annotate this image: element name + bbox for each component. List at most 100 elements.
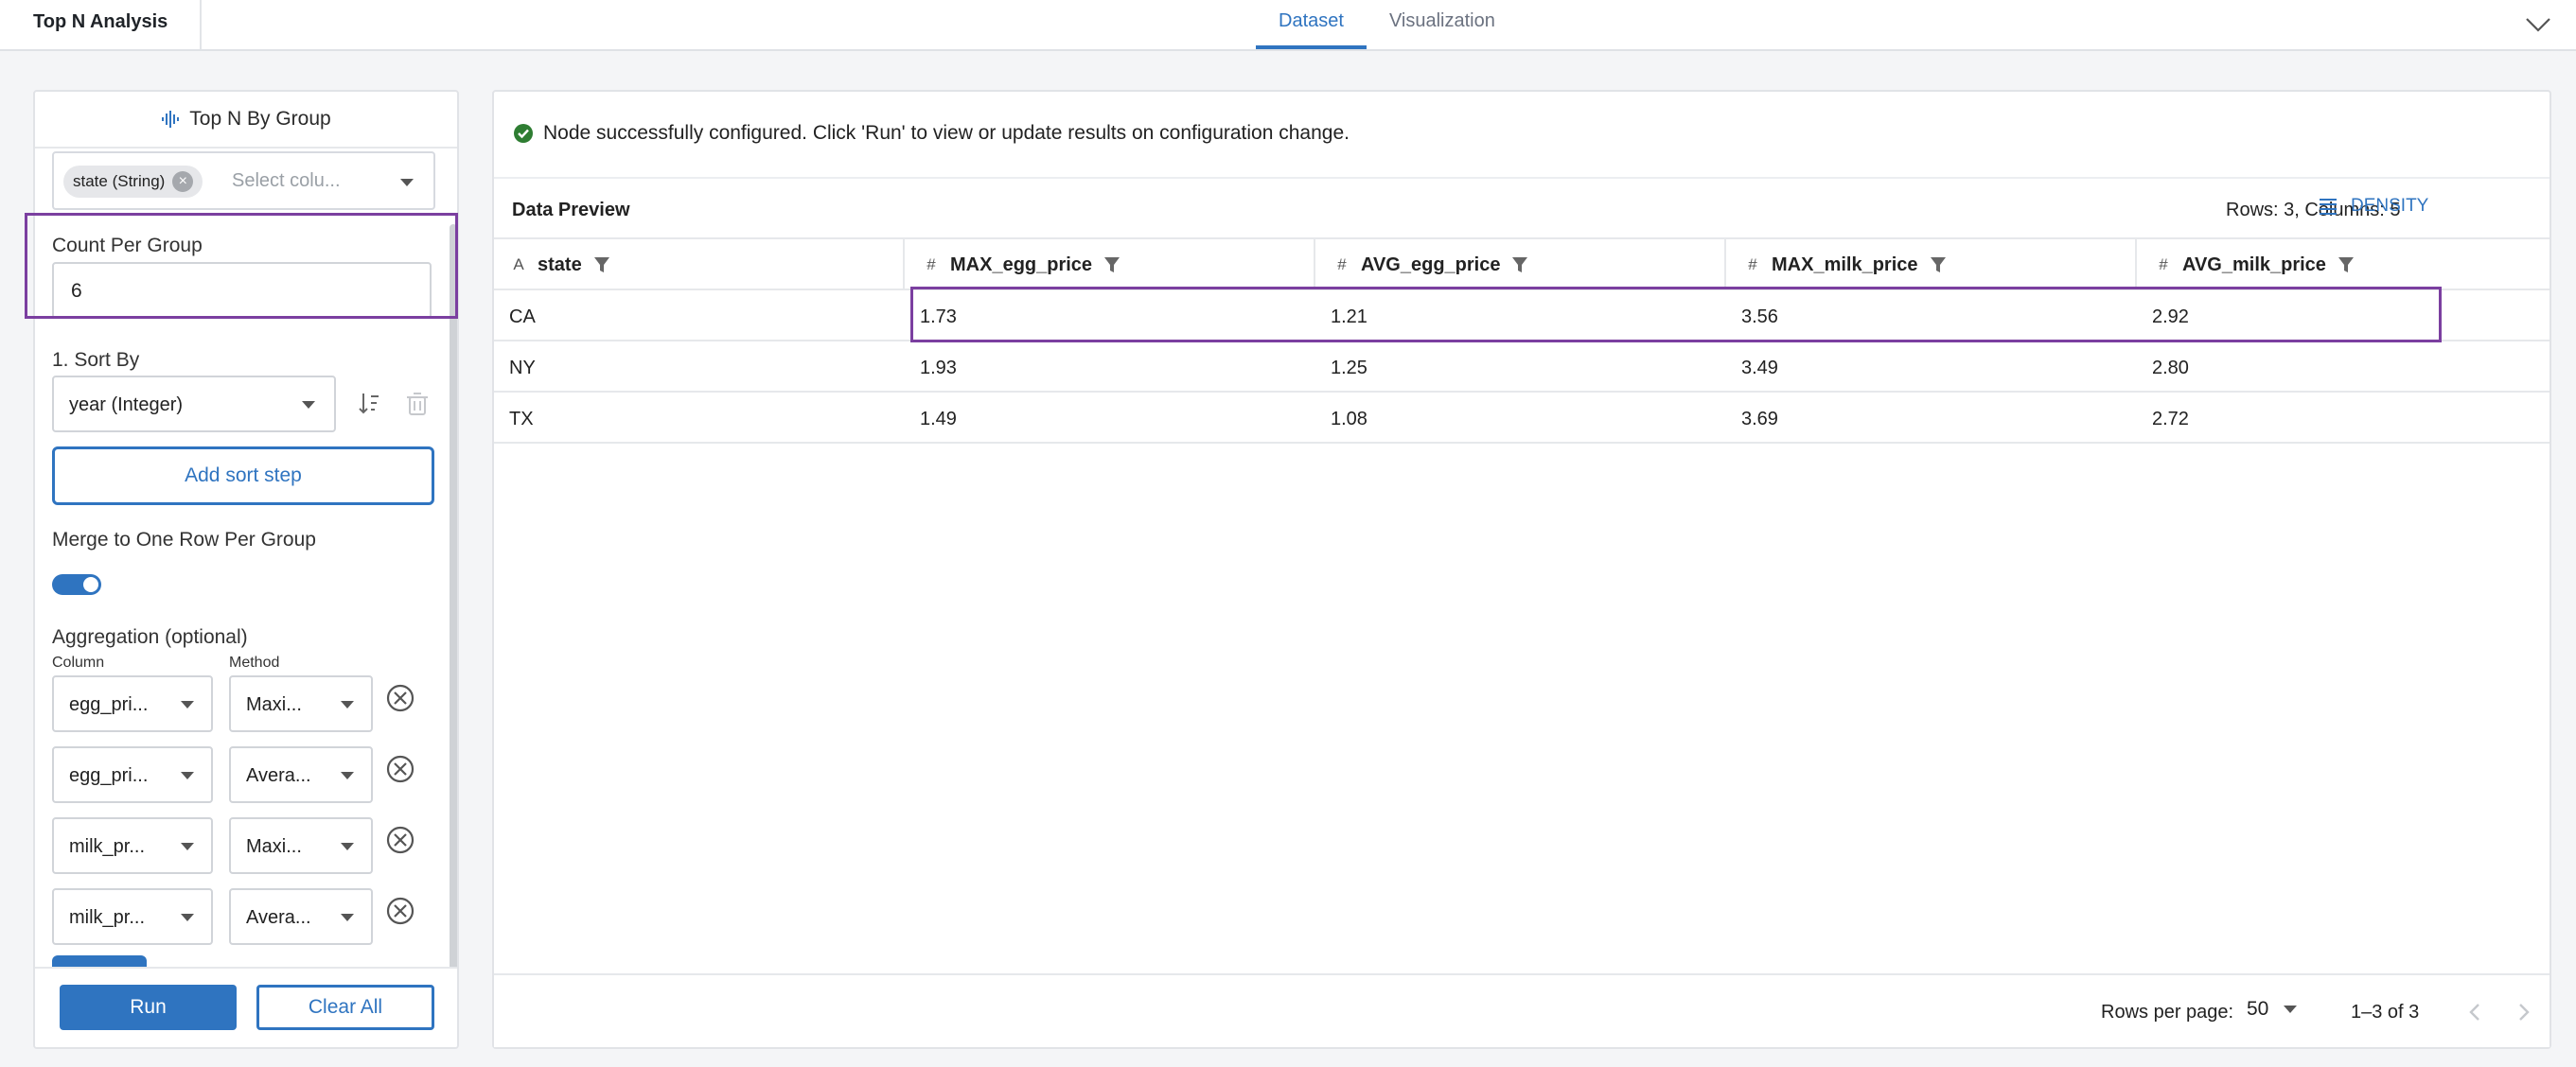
column-header-avg-egg-price[interactable]: # AVG_egg_price bbox=[1315, 239, 1726, 290]
rows-per-page-select[interactable]: 50 bbox=[2247, 998, 2298, 1021]
column-header-avg-milk-price[interactable]: # AVG_milk_price bbox=[2137, 239, 2550, 290]
sort-by-label: 1. Sort By bbox=[52, 349, 140, 371]
chevron-down-icon bbox=[181, 914, 194, 921]
status-message: Node successfully configured. Click 'Run… bbox=[513, 122, 1350, 145]
trash-icon[interactable] bbox=[401, 388, 433, 420]
results-panel: Node successfully configured. Click 'Run… bbox=[492, 90, 2551, 1049]
chevron-down-icon bbox=[181, 843, 194, 850]
merge-label: Merge to One Row Per Group bbox=[52, 529, 316, 551]
app-title: Top N Analysis bbox=[0, 0, 202, 49]
status-text: Node successfully configured. Click 'Run… bbox=[543, 122, 1350, 144]
filter-icon[interactable] bbox=[593, 255, 610, 274]
config-panel: Top N By Group state (String) × Select c… bbox=[33, 90, 459, 1049]
table-cell: 1.73 bbox=[920, 306, 957, 327]
agg-column-value: egg_pri... bbox=[69, 694, 149, 715]
chevron-down-icon[interactable] bbox=[400, 179, 414, 186]
number-type-icon: # bbox=[1337, 255, 1347, 273]
agg-method-value: Maxi... bbox=[246, 836, 302, 857]
remove-aggregation-icon[interactable] bbox=[384, 895, 416, 927]
filter-icon[interactable] bbox=[1103, 255, 1120, 274]
chevron-down-icon bbox=[302, 401, 315, 409]
filter-icon[interactable] bbox=[2338, 255, 2355, 274]
sort-order-icon[interactable] bbox=[354, 388, 386, 420]
group-by-select[interactable]: state (String) × Select colu... bbox=[52, 151, 435, 210]
panel-scroll-area[interactable]: state (String) × Select colu... Count Pe… bbox=[35, 149, 457, 967]
add-sort-step-button[interactable]: Add sort step bbox=[52, 446, 434, 505]
table-cell: 1.25 bbox=[1331, 358, 1367, 378]
top-bar: Top N Analysis Dataset Visualization bbox=[0, 0, 2576, 51]
column-name: AVG_milk_price bbox=[2182, 254, 2326, 275]
agg-column-dropdown[interactable]: egg_pri... bbox=[52, 675, 213, 732]
table-cell: TX bbox=[509, 409, 534, 429]
column-header-max-milk-price[interactable]: # MAX_milk_price bbox=[1726, 239, 2137, 290]
table-cell: NY bbox=[509, 358, 536, 378]
remove-aggregation-icon[interactable] bbox=[384, 824, 416, 856]
aggregation-label: Aggregation (optional) bbox=[52, 626, 248, 648]
agg-method-dropdown[interactable]: Maxi... bbox=[229, 817, 373, 874]
grid-header: A state # MAX_egg_price # AVG_egg_price … bbox=[494, 237, 2550, 290]
agg-method-value: Maxi... bbox=[246, 694, 302, 715]
table-cell: 3.69 bbox=[1741, 409, 1778, 429]
column-header-state[interactable]: A state bbox=[494, 239, 905, 290]
remove-aggregation-icon[interactable] bbox=[384, 753, 416, 785]
table-row[interactable]: NY 1.93 1.25 3.49 2.80 bbox=[494, 341, 2550, 393]
chip-label: state (String) bbox=[73, 172, 166, 190]
run-button[interactable]: Run bbox=[60, 985, 237, 1030]
chip-remove-icon[interactable]: × bbox=[172, 171, 194, 192]
chevron-down-icon bbox=[181, 772, 194, 779]
check-circle-icon bbox=[514, 124, 533, 143]
table-row[interactable]: TX 1.49 1.08 3.69 2.72 bbox=[494, 393, 2550, 444]
agg-column-dropdown[interactable]: milk_pr... bbox=[52, 888, 213, 945]
panel-title: Top N By Group bbox=[189, 108, 331, 130]
table-cell: 1.49 bbox=[920, 409, 957, 429]
filter-icon[interactable] bbox=[1930, 255, 1947, 274]
sort-by-dropdown[interactable]: year (Integer) bbox=[52, 376, 336, 432]
agg-method-value: Avera... bbox=[246, 907, 311, 928]
count-per-group-input[interactable]: 6 bbox=[52, 262, 432, 319]
preview-title: Data Preview bbox=[512, 200, 630, 220]
merge-toggle[interactable] bbox=[52, 574, 101, 595]
agg-column-dropdown[interactable]: milk_pr... bbox=[52, 817, 213, 874]
remove-aggregation-icon[interactable] bbox=[384, 682, 416, 714]
chevron-down-icon bbox=[2284, 1006, 2298, 1013]
table-cell: 1.93 bbox=[920, 358, 957, 378]
add-aggregation-button[interactable] bbox=[52, 955, 147, 967]
agg-method-dropdown[interactable]: Avera... bbox=[229, 888, 373, 945]
rows-per-page-value: 50 bbox=[2247, 998, 2269, 1020]
next-page-icon[interactable] bbox=[2510, 998, 2538, 1026]
pagination: Rows per page: 50 1–3 of 3 bbox=[494, 973, 2550, 1047]
text-type-icon: A bbox=[513, 255, 524, 273]
agg-column-dropdown[interactable]: egg_pri... bbox=[52, 746, 213, 803]
clear-all-button[interactable]: Clear All bbox=[256, 985, 434, 1030]
table-cell: 3.56 bbox=[1741, 306, 1778, 327]
group-by-chip: state (String) × bbox=[63, 166, 203, 198]
highlight-ca-row bbox=[910, 287, 2442, 342]
panel-scrollbar[interactable] bbox=[450, 224, 457, 1019]
waveform-icon bbox=[162, 111, 180, 128]
number-type-icon: # bbox=[2159, 255, 2168, 273]
column-name: MAX_egg_price bbox=[950, 254, 1093, 275]
column-header: Column bbox=[52, 655, 105, 671]
table-cell: 1.08 bbox=[1331, 409, 1367, 429]
highlight-count-per-group bbox=[25, 213, 458, 319]
page-range: 1–3 of 3 bbox=[2351, 1002, 2420, 1023]
agg-method-dropdown[interactable]: Avera... bbox=[229, 746, 373, 803]
previous-page-icon[interactable] bbox=[2461, 998, 2489, 1026]
agg-column-value: milk_pr... bbox=[69, 907, 146, 928]
rows-columns-count: Rows: 3, Columns: 5 bbox=[2226, 200, 2401, 220]
tab-dataset[interactable]: Dataset bbox=[1256, 0, 1367, 49]
panel-footer: Run Clear All bbox=[35, 967, 457, 1047]
column-header-max-egg-price[interactable]: # MAX_egg_price bbox=[905, 239, 1315, 290]
filter-icon[interactable] bbox=[1511, 255, 1528, 274]
count-per-group-label: Count Per Group bbox=[52, 235, 203, 256]
number-type-icon: # bbox=[1748, 255, 1757, 273]
density-button[interactable]: DENSITY bbox=[2319, 196, 2428, 217]
chevron-down-icon bbox=[341, 914, 354, 921]
agg-column-value: egg_pri... bbox=[69, 765, 149, 786]
tab-visualization[interactable]: Visualization bbox=[1388, 10, 1495, 31]
rows-per-page-label: Rows per page: bbox=[2101, 1002, 2234, 1023]
chevron-down-icon[interactable] bbox=[2521, 8, 2555, 42]
density-label: DENSITY bbox=[2351, 196, 2429, 216]
agg-method-dropdown[interactable]: Maxi... bbox=[229, 675, 373, 732]
table-cell: CA bbox=[509, 306, 536, 327]
